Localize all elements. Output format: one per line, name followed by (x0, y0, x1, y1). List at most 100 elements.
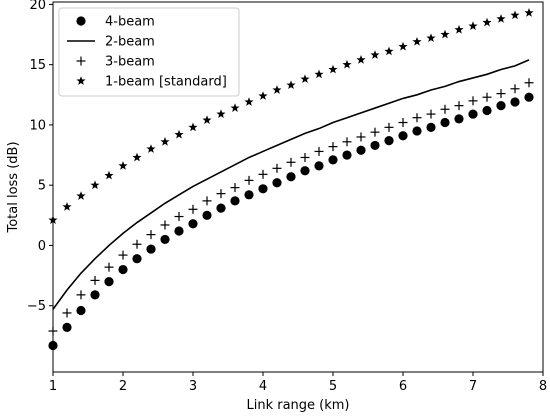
series-3-beam (48, 78, 534, 336)
series-4-beam-point (188, 219, 198, 229)
y-tick-label: −5 (27, 299, 46, 314)
y-tick-label: 10 (29, 118, 46, 133)
x-axis: 1 2 3 4 5 6 7 8 (49, 372, 547, 394)
series-3-beam-point (188, 204, 198, 214)
series-3-beam-point (412, 113, 422, 123)
x-tick-label: 7 (469, 379, 477, 394)
x-tick-label: 4 (259, 379, 267, 394)
series-3-beam-point (468, 96, 478, 106)
series-1-beam-standard-point (118, 161, 128, 170)
series-4-beam-point (440, 117, 450, 128)
series-3-beam-point (230, 183, 240, 193)
series-1-beam-standard-point (188, 122, 198, 132)
x-tick-label: 1 (49, 379, 57, 394)
series-4-beam-point (216, 203, 226, 213)
x-tick-label: 8 (539, 379, 547, 394)
series-4-beam-point (468, 109, 478, 119)
series-3-beam-point (160, 220, 170, 230)
series-1-beam-standard-point (510, 10, 520, 20)
series-4-beam-point (412, 126, 422, 136)
series-3-beam-point (496, 89, 506, 99)
series-3-beam-point (510, 84, 520, 94)
series-2-beam (52, 59, 530, 310)
series-2-beam-line (52, 59, 530, 310)
series-4-beam-point (146, 244, 156, 254)
x-tick-label: 5 (329, 379, 337, 394)
series-1-beam-standard-point (454, 24, 464, 34)
series-1-beam-standard-point (48, 215, 58, 225)
series-1-beam-standard-point (62, 202, 72, 211)
legend-frame (58, 7, 240, 97)
series-1-beam-standard-point (398, 41, 408, 51)
series-3-beam-point (202, 196, 212, 206)
series-1-beam-standard-point (272, 85, 282, 94)
series-1-beam-standard-point (146, 144, 156, 153)
legend-item: 1-beam [standard] (76, 75, 227, 90)
series-4-beam-point (118, 264, 128, 275)
x-tick-label: 2 (119, 379, 127, 394)
series-1-beam-standard-point (468, 21, 478, 30)
series-3-beam-point (272, 163, 282, 173)
series-4-beam-point (160, 234, 170, 245)
legend-item: 2-beam (67, 35, 155, 50)
y-axis: −5 0 5 10 15 20 (27, 0, 53, 314)
series-3-beam-point (440, 104, 450, 114)
y-axis-label: Total loss (dB) (6, 141, 21, 233)
series-4-beam-point (258, 184, 268, 194)
series-3-beam-point (216, 189, 226, 199)
series-3-beam-point (48, 326, 58, 336)
series-4-beam-point (454, 114, 464, 124)
series-1-beam-standard-point (426, 33, 436, 43)
series-3-beam-point (244, 175, 254, 185)
series-3-beam-point (62, 308, 72, 318)
series-1-beam-standard-point (440, 29, 450, 39)
series-3-beam-point (454, 101, 464, 111)
series-3-beam-point (132, 239, 142, 249)
series-3-beam-point (398, 118, 408, 128)
series-1-beam-standard-point (230, 103, 240, 112)
series-1-beam-standard-point (314, 69, 324, 79)
series-1-beam-standard-point (342, 59, 352, 69)
series-3-beam-point (314, 146, 324, 156)
series-4-beam-point (272, 178, 282, 188)
series-4-beam-point (370, 140, 380, 151)
series-1-beam-standard-point (300, 74, 310, 84)
series-layer (48, 8, 534, 351)
series-3-beam-point (342, 137, 352, 147)
series-4-beam (48, 92, 534, 351)
legend-label: 3-beam (105, 55, 155, 70)
y-tick-label: 0 (38, 239, 46, 254)
series-1-beam-standard-point (286, 80, 296, 90)
series-4-beam-point (48, 340, 58, 351)
legend-label: 2-beam (105, 35, 155, 50)
series-4-beam-point (384, 135, 394, 146)
series-3-beam-point (76, 290, 86, 300)
series-4-beam-point (62, 322, 72, 333)
series-1-beam-standard-point (202, 115, 212, 124)
series-3-beam-point (118, 250, 128, 260)
series-3-beam-point (146, 230, 156, 240)
series-4-beam-point (174, 226, 184, 236)
series-1-beam-standard-point (328, 64, 338, 74)
series-1-beam-standard-point (524, 8, 534, 17)
legend-item: 3-beam (76, 55, 155, 70)
series-4-beam-point (356, 145, 366, 155)
series-1-beam-standard-point (384, 46, 394, 56)
series-4-beam-point (244, 190, 254, 200)
series-4-beam-point (202, 210, 212, 220)
series-1-beam-standard-point (370, 50, 380, 59)
series-3-beam-point (482, 92, 492, 102)
series-1-beam-standard-point (258, 91, 268, 100)
series-4-beam-point (230, 196, 240, 206)
series-1-beam-standard-point (482, 17, 492, 27)
series-4-beam-point (314, 161, 324, 171)
series-3-beam-point (356, 132, 366, 142)
x-tick-label: 3 (189, 379, 197, 394)
series-3-beam-point (90, 275, 100, 285)
series-4-beam-point (104, 277, 114, 287)
series-4-beam-point (300, 166, 310, 176)
series-3-beam-point (104, 262, 114, 272)
series-1-beam-standard-point (216, 109, 226, 118)
series-1-beam-standard-point (90, 180, 100, 190)
